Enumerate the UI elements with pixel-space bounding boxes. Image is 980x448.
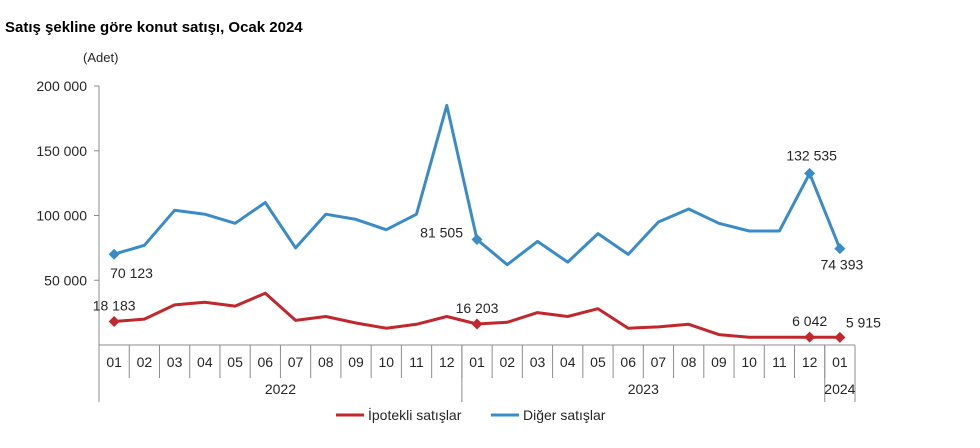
- x-tick-label: 04: [560, 354, 576, 370]
- x-tick-label: 09: [711, 354, 727, 370]
- x-tick-label: 12: [439, 354, 455, 370]
- series-lines: [108, 103, 846, 343]
- year-label: 2024: [824, 381, 855, 397]
- x-tick-label: 07: [651, 354, 667, 370]
- x-tick-label: 07: [288, 354, 304, 370]
- data-label: 132 535: [786, 147, 837, 163]
- x-tick-label: 03: [530, 354, 546, 370]
- data-point-marker: [108, 315, 120, 327]
- y-axis-unit-label: (Adet): [83, 50, 118, 65]
- x-tick-label: 02: [137, 354, 153, 370]
- x-tick-label: 05: [227, 354, 243, 370]
- y-tick-label: 200 000: [36, 78, 87, 94]
- axes: 50 000 100 000 150 000 200 000 01 02 03 04 05 06 0…: [36, 78, 856, 402]
- x-tick-label: 10: [741, 354, 757, 370]
- data-point-marker: [108, 248, 120, 260]
- legend: İpotekli satışlar Diğer satışlar: [336, 406, 606, 423]
- x-tick-label: 01: [106, 354, 122, 370]
- data-labels: 18 183 16 203 6 042 5 915 70 123 81 505 132 53…: [93, 147, 881, 330]
- x-tick-label: 06: [620, 354, 636, 370]
- x-tick-label: 11: [409, 354, 424, 370]
- x-tick-label: 12: [802, 354, 818, 370]
- legend-label-0: İpotekli satışlar: [368, 406, 462, 423]
- data-label: 5 915: [846, 314, 881, 330]
- x-tick-label: 05: [590, 354, 606, 370]
- x-tick-label: 11: [772, 354, 787, 370]
- x-tick-label: 02: [499, 354, 515, 370]
- x-tick-label: 01: [469, 354, 485, 370]
- data-label: 6 042: [792, 313, 827, 329]
- legend-label-1: Diğer satışlar: [523, 407, 606, 423]
- data-point-marker: [471, 318, 483, 330]
- data-point-marker: [804, 331, 816, 343]
- data-point-marker: [834, 331, 846, 343]
- x-tick-label: 03: [167, 354, 183, 370]
- x-tick-label: 10: [378, 354, 394, 370]
- y-tick-label: 50 000: [44, 272, 87, 288]
- data-label: 70 123: [110, 265, 153, 281]
- x-tick-label: 06: [258, 354, 274, 370]
- x-tick-label: 08: [681, 354, 697, 370]
- data-point-marker: [834, 243, 846, 255]
- year-label: 2022: [265, 381, 296, 397]
- data-point-marker: [471, 233, 483, 245]
- data-label: 81 505: [420, 224, 463, 240]
- x-tick-label: 01: [832, 354, 848, 370]
- chart-title: Satış şekline göre konut satışı, Ocak 20…: [5, 19, 303, 36]
- year-label: 2023: [628, 381, 659, 397]
- x-tick-label: 09: [348, 354, 364, 370]
- y-tick-label: 100 000: [36, 208, 87, 224]
- data-point-marker: [804, 167, 816, 179]
- data-label: 74 393: [820, 257, 863, 273]
- data-label: 16 203: [456, 300, 499, 316]
- x-tick-label: 08: [318, 354, 334, 370]
- y-tick-label: 150 000: [36, 143, 87, 159]
- x-tick-label: 04: [197, 354, 213, 370]
- data-label: 18 183: [93, 297, 136, 313]
